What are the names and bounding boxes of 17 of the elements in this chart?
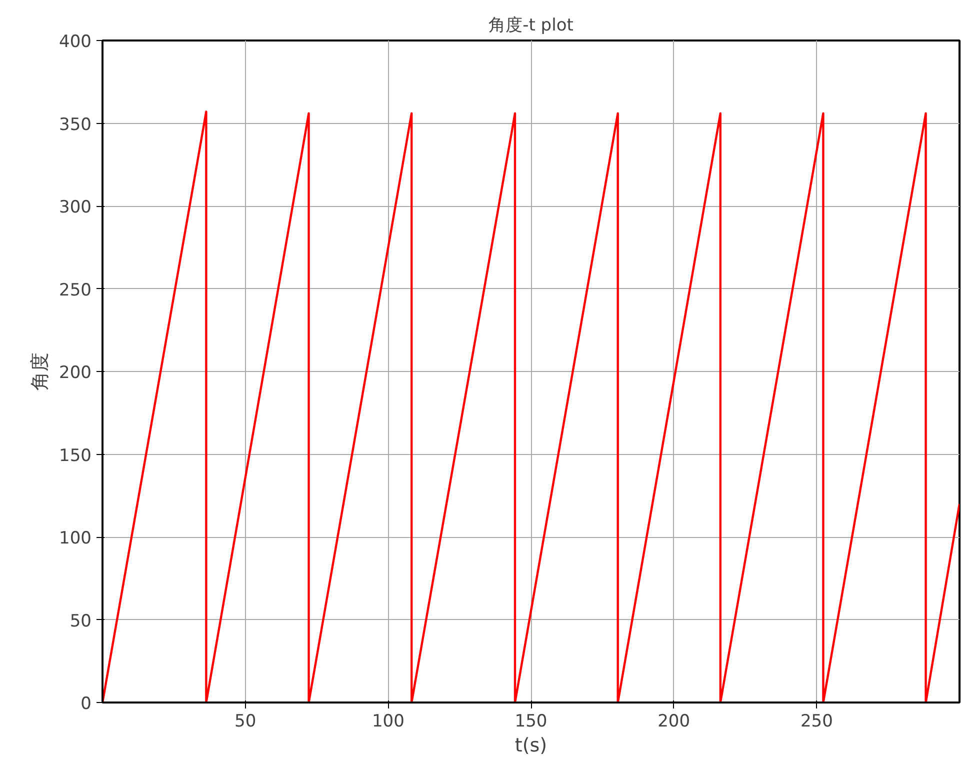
x-tick-label: 100 — [372, 712, 404, 732]
y-tick-label: 150 — [59, 446, 92, 466]
x-axis-title: t(s) — [514, 734, 548, 756]
chart-title: 角度-t plot — [488, 16, 574, 36]
x-tick-label: 50 — [234, 712, 256, 732]
y-tick-label: 50 — [70, 611, 92, 632]
x-tick-label: 150 — [514, 712, 548, 732]
x-tick-label: 250 — [800, 712, 833, 732]
y-tick-label: 100 — [59, 528, 92, 548]
y-tick-label: 250 — [59, 280, 92, 300]
y-axis-title: 角度 — [29, 352, 52, 390]
y-tick-label: 400 — [59, 32, 92, 52]
y-tick-label: 300 — [59, 198, 92, 218]
x-tick-label: 200 — [658, 712, 690, 732]
y-tick-label: 0 — [80, 694, 92, 714]
y-tick-label: 200 — [59, 363, 92, 383]
y-tick-label: 350 — [59, 114, 92, 135]
